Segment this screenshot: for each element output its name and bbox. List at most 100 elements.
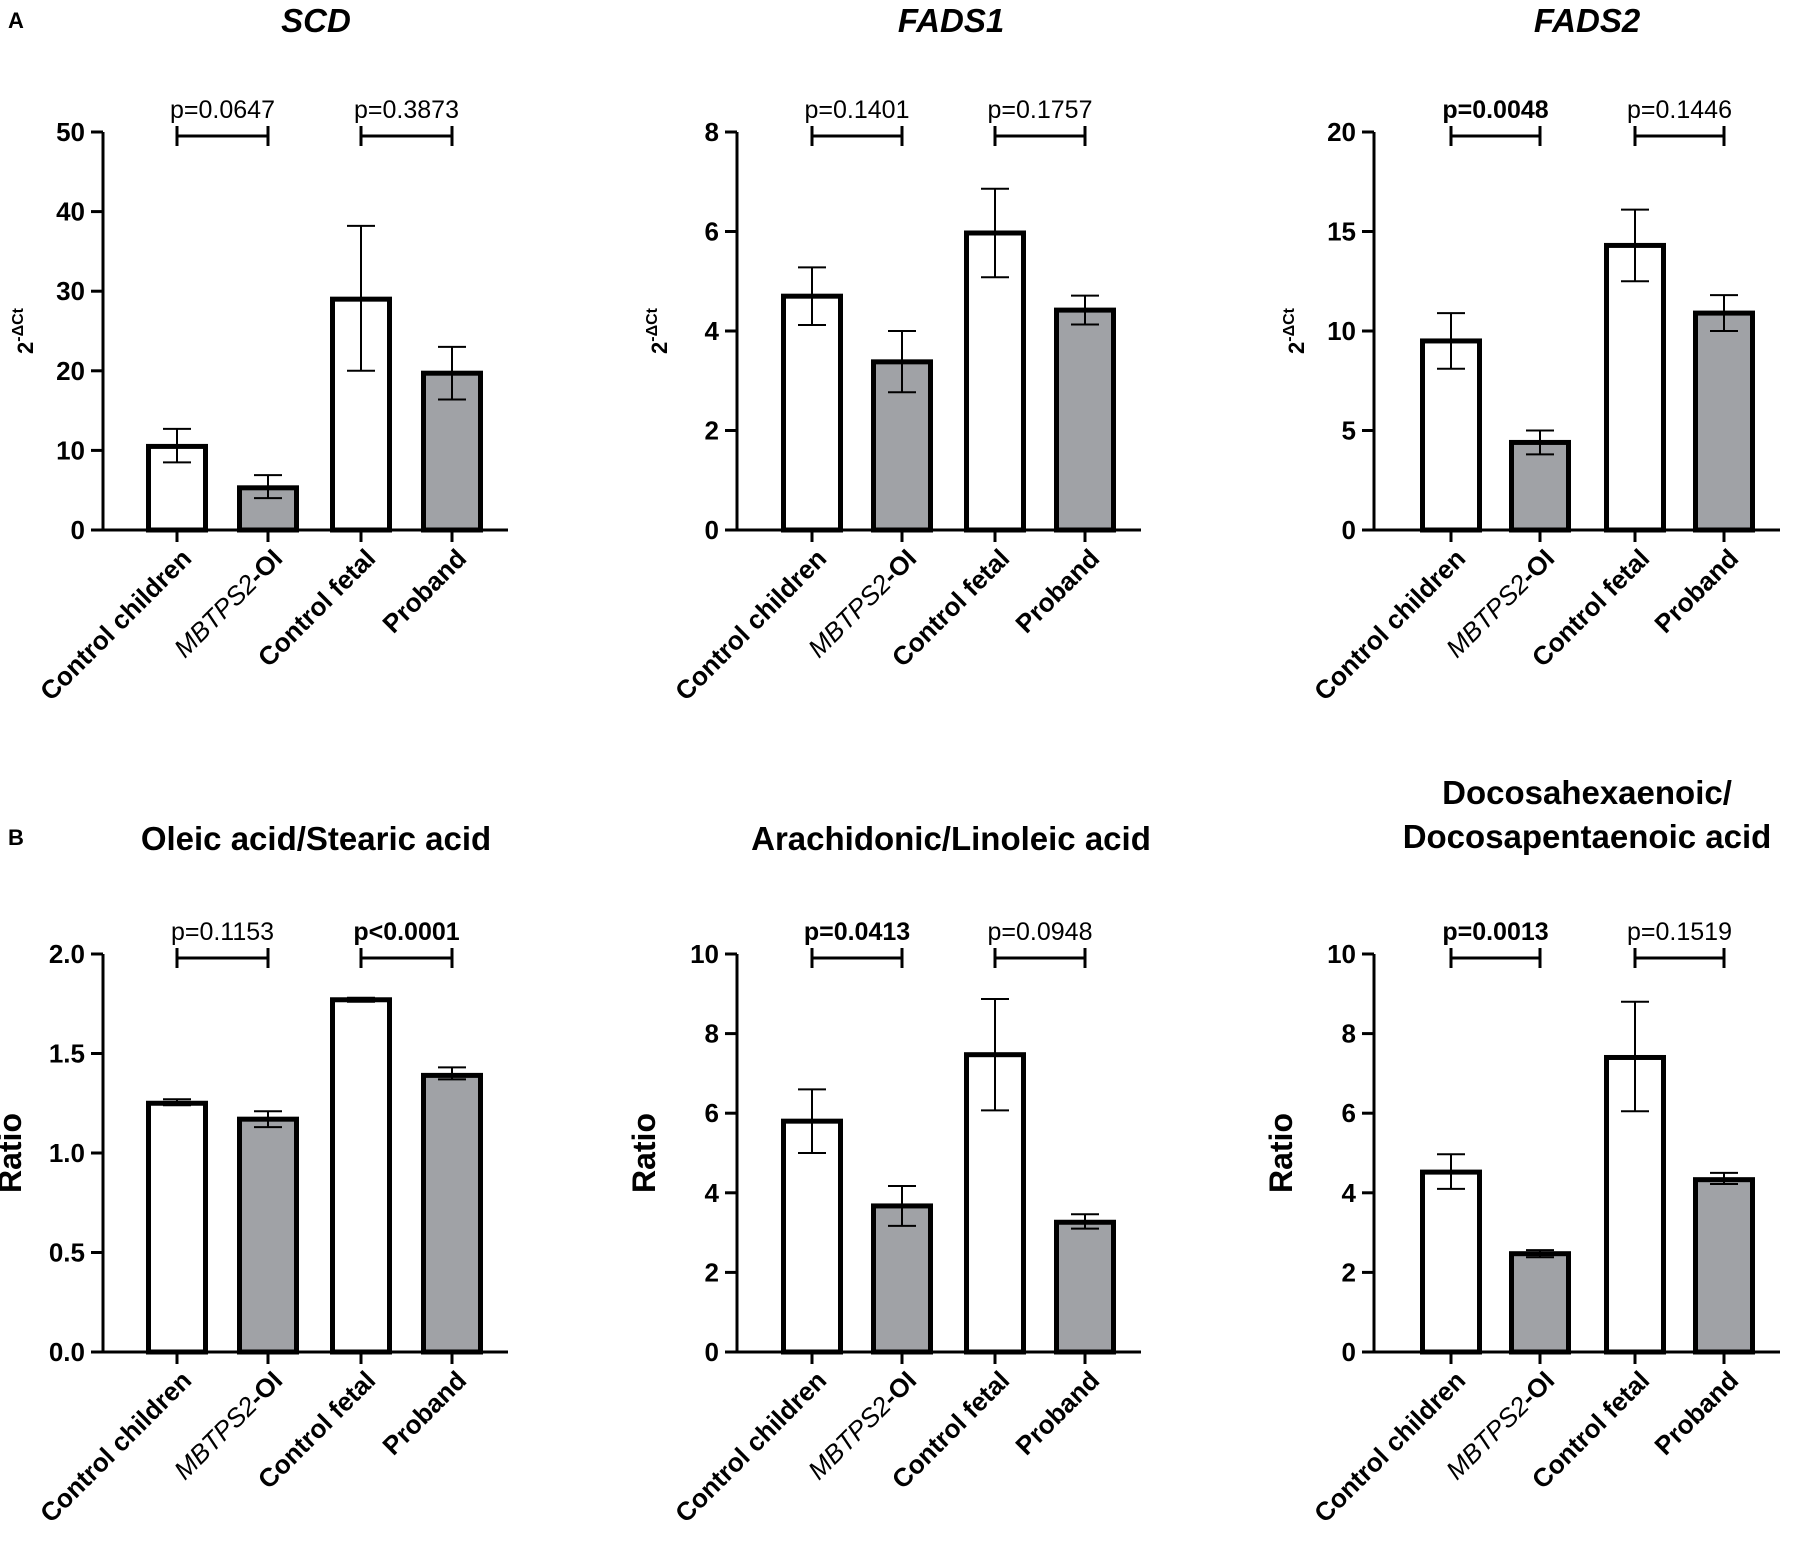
y-tick-label: 8 — [705, 1019, 719, 1049]
y-tick-label: 0.0 — [49, 1337, 85, 1367]
bar — [1054, 307, 1116, 533]
category-text: Control children — [669, 1365, 832, 1528]
y-tick-label: 1.0 — [49, 1138, 85, 1168]
x-tick-label: Control children — [34, 1365, 197, 1528]
chart-title-line: Docosahexaenoic/ — [1442, 774, 1732, 811]
y-axis-label-superscript: -ΔCt — [644, 307, 661, 341]
chart-title: SCD — [281, 2, 351, 39]
x-tick-label: Control children — [669, 543, 832, 706]
y-tick-label: 40 — [56, 197, 85, 227]
panel-label-b: B — [8, 825, 24, 850]
x-tick-label: Control children — [1308, 1365, 1471, 1528]
y-tick-label: 8 — [705, 117, 719, 147]
category-italic-text: MBTPS2 — [802, 1390, 897, 1485]
y-tick-label: 20 — [56, 356, 85, 386]
category-italic-text: MBTPS2 — [1440, 1390, 1535, 1485]
chart-title-line: Docosapentaenoic acid — [1403, 818, 1772, 855]
y-axis-label-base: 2 — [13, 342, 38, 354]
y-tick-label: 4 — [1342, 1178, 1357, 1208]
y-axis-label: 2-ΔCt — [10, 307, 38, 354]
bar — [1420, 338, 1482, 533]
x-tick-label: Proband — [1648, 1365, 1744, 1461]
bar — [781, 293, 843, 533]
y-tick-label: 1.5 — [49, 1039, 85, 1069]
category-text: Proband — [1648, 1365, 1744, 1461]
y-tick-label: 15 — [1327, 217, 1356, 247]
y-tick-label: 10 — [1327, 939, 1356, 969]
p-value-label: p=0.1446 — [1627, 96, 1732, 124]
p-value-label: p=0.0048 — [1442, 96, 1548, 124]
y-tick-label: 0.5 — [49, 1238, 85, 1268]
chart-title: Oleic acid/Stearic acid — [141, 820, 491, 857]
y-tick-label: 6 — [705, 1098, 719, 1128]
bar — [781, 1118, 843, 1355]
y-tick-label: 0 — [705, 515, 719, 545]
y-tick-label: 50 — [56, 117, 85, 147]
chart-5: Arachidonic/Linoleic acid Ratio 0 2 4 6 8 10 Con… — [626, 820, 1151, 1528]
p-value-label: p=0.0413 — [804, 918, 910, 946]
y-tick-label: 2.0 — [49, 939, 85, 969]
bar — [1420, 1169, 1482, 1355]
category-text: Proband — [376, 543, 472, 639]
chart-3: FADS2 2-ΔCt 0 5 10 15 20 Control childrenMBTPS2… — [1281, 2, 1780, 706]
category-italic-text: MBTPS2 — [168, 568, 263, 663]
y-tick-label: 2 — [705, 416, 719, 446]
chart-title: FADS1 — [898, 2, 1004, 39]
y-tick-label: 4 — [705, 1178, 720, 1208]
y-axis-label-base: 2 — [647, 342, 672, 354]
p-value-label: p=0.1401 — [805, 96, 910, 124]
y-tick-label: 5 — [1342, 416, 1356, 446]
y-tick-label: 4 — [705, 316, 720, 346]
y-tick-label: 10 — [1327, 316, 1356, 346]
bar — [871, 1203, 933, 1355]
category-text: Proband — [1009, 1365, 1105, 1461]
y-tick-label: 6 — [1342, 1098, 1356, 1128]
y-axis-label-superscript: -ΔCt — [1281, 307, 1298, 341]
bar — [1509, 1251, 1571, 1355]
chart-6: Docosahexaenoic/Docosapentaenoic acid Rat… — [1263, 774, 1780, 1528]
bar — [330, 997, 392, 1355]
y-tick-label: 0 — [1342, 515, 1356, 545]
y-axis-label: Ratio — [0, 1113, 28, 1193]
y-tick-label: 6 — [705, 217, 719, 247]
x-tick-label: Proband — [1009, 543, 1105, 639]
y-tick-label: 2 — [705, 1257, 719, 1287]
y-tick-label: 20 — [1327, 117, 1356, 147]
p-value-label: p=0.1519 — [1627, 918, 1732, 946]
y-tick-label: 10 — [690, 939, 719, 969]
category-italic-text: MBTPS2 — [802, 568, 897, 663]
bar — [1693, 1177, 1755, 1355]
bar — [964, 230, 1026, 533]
y-axis-label-base: Ratio — [626, 1113, 662, 1193]
category-text: Control children — [1308, 1365, 1471, 1528]
category-text: Proband — [376, 1365, 472, 1461]
y-axis-label: Ratio — [626, 1113, 662, 1193]
bar — [1604, 242, 1666, 533]
p-value-label: p<0.0001 — [353, 918, 459, 946]
y-tick-label: 30 — [56, 276, 85, 306]
bar — [1693, 310, 1755, 533]
category-text: Proband — [1648, 543, 1744, 639]
x-tick-label: Control children — [34, 543, 197, 706]
y-tick-label: 0 — [705, 1337, 719, 1367]
category-text: Control children — [34, 543, 197, 706]
x-tick-label: Proband — [376, 543, 472, 639]
bar — [421, 1072, 483, 1355]
chart-1: SCD 2-ΔCt 0 10 20 30 40 50 Control childrenMBTPS… — [10, 2, 508, 706]
x-tick-label: Proband — [1009, 1365, 1105, 1461]
y-tick-label: 0 — [71, 515, 85, 545]
bar — [237, 1116, 299, 1355]
p-value-label: p=0.1153 — [171, 918, 274, 946]
y-axis-label-base: Ratio — [0, 1113, 28, 1193]
x-tick-label: Control children — [1308, 543, 1471, 706]
panel-label-a: A — [8, 8, 24, 33]
x-tick-label: Control children — [669, 1365, 832, 1528]
chart-title: Arachidonic/Linoleic acid — [751, 820, 1151, 857]
p-value-label: p=0.0647 — [170, 96, 275, 124]
category-text: Proband — [1009, 543, 1105, 639]
p-value-label: p=0.0948 — [988, 918, 1093, 946]
y-tick-label: 2 — [1342, 1257, 1356, 1287]
y-tick-label: 10 — [56, 435, 85, 465]
